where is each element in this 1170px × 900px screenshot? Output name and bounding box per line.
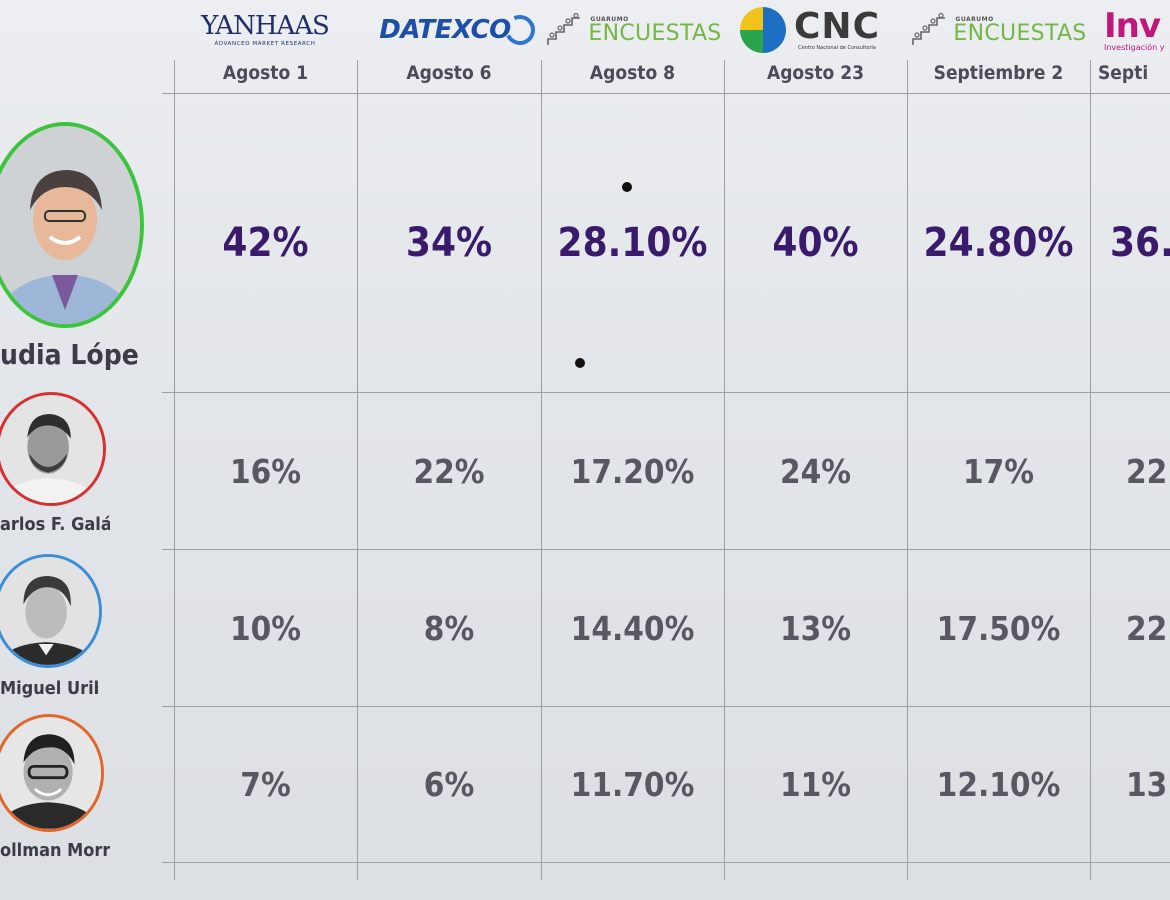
cnc-circle-icon — [740, 7, 787, 53]
candidate-name: ollman Morris — [0, 840, 110, 861]
column-date-label: Agosto 1 — [222, 62, 309, 84]
pollster-logo-yanhaas: YANHAAS ADVANCED MARKET RESEARCH — [200, 6, 330, 54]
poll-value-cell: 17.50% — [936, 608, 1061, 648]
column-date-label: Septiembre 2 — [933, 62, 1064, 84]
poll-value-cell: 22. — [1126, 451, 1170, 491]
pollster-logo-invamer: Inv Investigación y — [1104, 6, 1170, 54]
candidate-avatar — [0, 392, 106, 506]
poll-value-cell: 11% — [779, 765, 852, 804]
grid-line — [162, 93, 1170, 94]
poll-value-cell: 16% — [229, 451, 302, 491]
poll-value-cell: 11.70% — [570, 765, 695, 804]
grid-line — [162, 706, 1170, 707]
pollster-logo-guarumo: GUARUMO ENCUESTAS — [910, 6, 1088, 54]
invamer-wordmark: Inv — [1104, 5, 1161, 46]
poll-value-cell: 8% — [423, 608, 475, 648]
poll-value-cell: 24% — [779, 451, 852, 491]
column-date-label: Agosto 23 — [766, 62, 865, 84]
dot-marker — [622, 182, 632, 192]
guarumo-small-text: GUARUMO — [590, 15, 629, 23]
poll-value-cell: 14.40% — [570, 608, 695, 648]
poll-value-cell: 17.20% — [570, 451, 695, 491]
candidate-avatar — [0, 714, 104, 832]
poll-value-cell: 22% — [413, 451, 485, 491]
poll-value-cell: 36. — [1110, 220, 1170, 266]
pollster-logo-datexco: DATEXCO — [376, 6, 539, 54]
portrait-icon — [0, 717, 101, 829]
column-date-label: Agosto 8 — [589, 62, 676, 84]
cnc-subtitle: Centro Nacional de Consultoría — [798, 45, 876, 51]
poll-value-cell: 17% — [962, 451, 1035, 491]
dot-marker — [575, 358, 585, 368]
poll-value-cell: 12.10% — [936, 765, 1061, 804]
candidate-name: arlos F. Galán — [0, 514, 110, 535]
yanhaas-wordmark: YANHAAS — [201, 11, 330, 41]
grid-line — [162, 392, 1170, 393]
poll-value-cell: 28.10% — [557, 220, 708, 266]
guarumo-wordmark: ENCUESTAS — [953, 20, 1087, 46]
guarumo-wordmark: ENCUESTAS — [588, 20, 722, 46]
pollster-logo-guarumo: GUARUMO ENCUESTAS — [545, 6, 723, 54]
poll-value-cell: 22. — [1126, 608, 1170, 648]
candidate-name: udia López — [0, 338, 140, 371]
yanhaas-tagline: ADVANCED MARKET RESEARCH — [214, 41, 316, 47]
poll-value-cell: 7% — [240, 765, 291, 804]
stairs-icon — [912, 13, 946, 45]
portrait-icon — [0, 126, 140, 324]
column-date-label: Agosto 6 — [406, 62, 492, 84]
pollster-logo-cnc: CNC Centro Nacional de Consultoría — [735, 6, 885, 54]
grid-line — [724, 60, 725, 880]
poll-value-cell: 13. — [1126, 765, 1170, 804]
grid-line — [1090, 60, 1091, 880]
portrait-icon — [0, 395, 103, 503]
poll-value-cell: 13% — [779, 608, 852, 648]
grid-line — [907, 60, 908, 880]
candidate-avatar — [0, 122, 144, 328]
poll-value-cell: 34% — [405, 220, 493, 266]
cnc-wordmark: CNC — [794, 6, 880, 47]
column-date-label: Septi — [1098, 62, 1149, 84]
poll-value-cell: 40% — [772, 220, 859, 266]
datexco-wordmark: DATEXCO — [379, 15, 511, 45]
poll-value-cell: 24.80% — [923, 220, 1074, 266]
grid-line — [162, 549, 1170, 550]
stairs-icon — [547, 13, 581, 45]
candidate-avatar — [0, 554, 102, 668]
invamer-tagline: Investigación y — [1104, 42, 1165, 52]
grid-line — [357, 60, 358, 880]
portrait-icon — [0, 557, 99, 665]
poll-value-cell: 42% — [222, 220, 309, 266]
candidate-name: Miguel Uribe — [0, 678, 98, 699]
grid-line — [174, 60, 175, 880]
grid-line — [541, 60, 542, 880]
grid-line — [162, 862, 1170, 863]
poll-value-cell: 10% — [229, 608, 302, 648]
poll-value-cell: 6% — [423, 765, 475, 804]
guarumo-small-text: GUARUMO — [955, 15, 994, 23]
